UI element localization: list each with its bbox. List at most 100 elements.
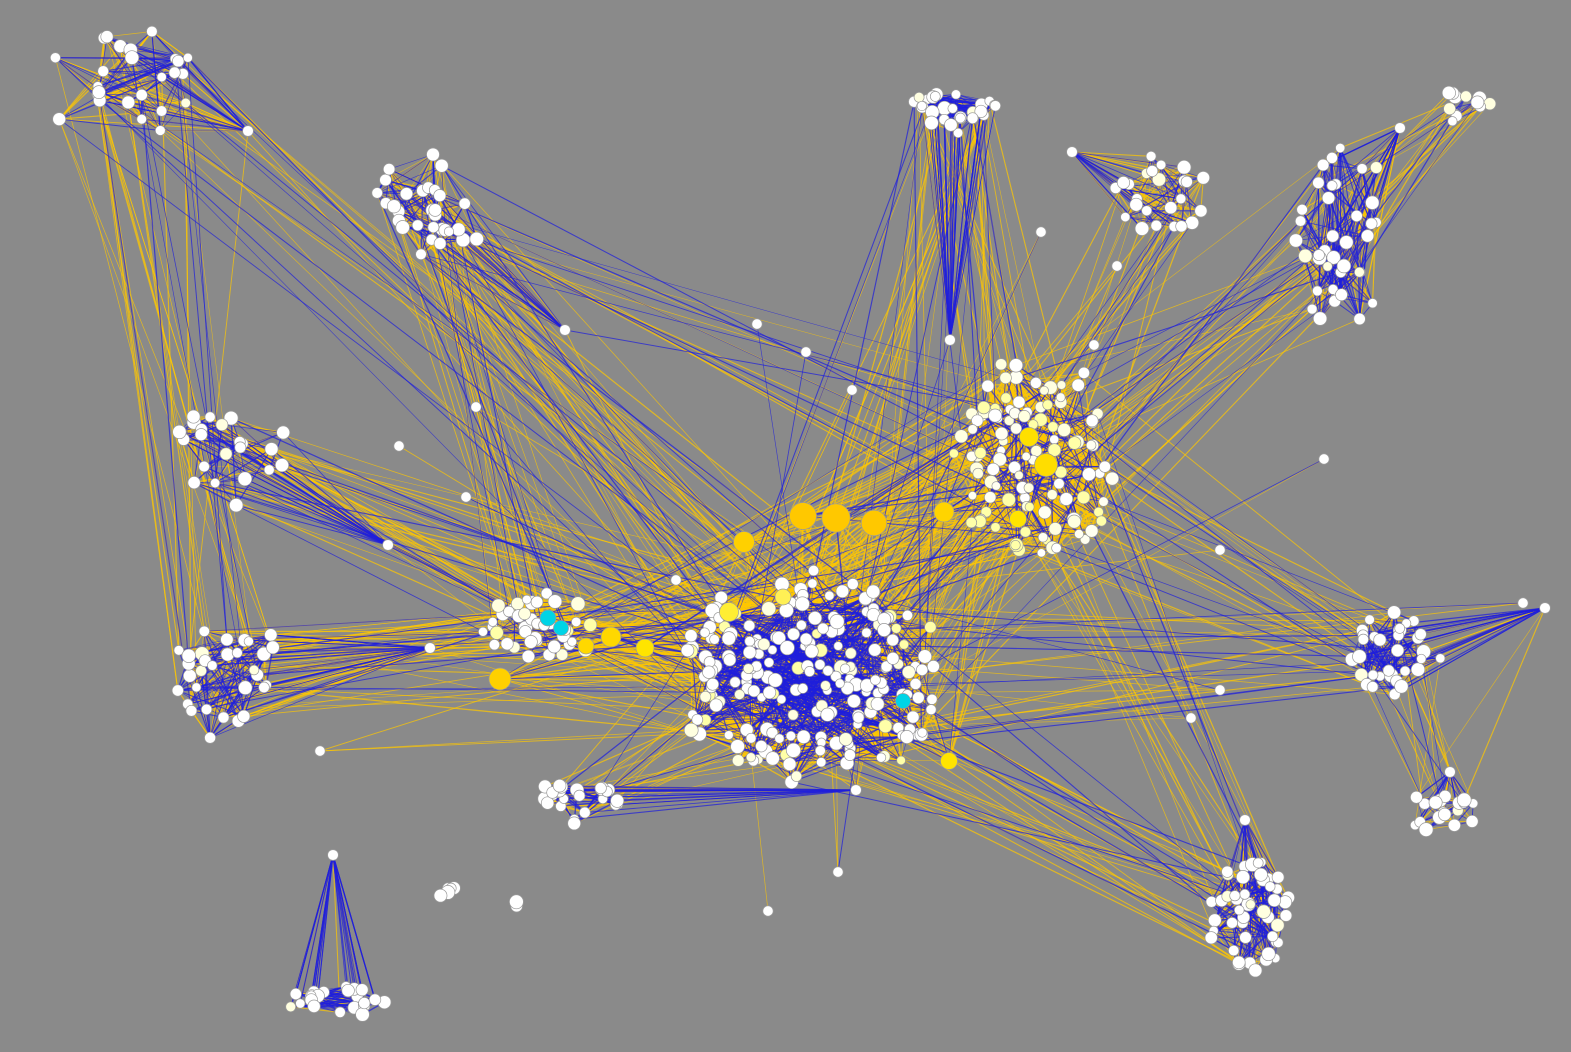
graph-node[interactable] <box>487 616 498 627</box>
graph-node[interactable] <box>1441 85 1456 100</box>
graph-node[interactable] <box>967 424 978 435</box>
graph-node[interactable] <box>774 733 785 744</box>
graph-node[interactable] <box>1288 233 1303 248</box>
graph-node[interactable] <box>491 598 506 613</box>
graph-node[interactable] <box>1350 209 1363 223</box>
graph-node[interactable] <box>1367 298 1378 309</box>
graph-node[interactable] <box>121 95 136 110</box>
graph-node[interactable] <box>1095 515 1107 527</box>
graph-node[interactable] <box>1353 312 1366 326</box>
graph-node[interactable] <box>395 220 410 235</box>
graph-node[interactable] <box>1214 544 1226 556</box>
graph-node[interactable] <box>723 730 734 740</box>
graph-node[interactable] <box>709 634 720 645</box>
graph-node[interactable] <box>709 698 723 713</box>
graph-node[interactable] <box>926 660 940 673</box>
graph-node[interactable] <box>248 664 260 676</box>
graph-node[interactable] <box>217 711 230 724</box>
graph-node[interactable] <box>1164 201 1178 215</box>
graph-node[interactable] <box>1155 159 1167 171</box>
graph-node[interactable] <box>917 727 928 738</box>
graph-node[interactable] <box>1326 151 1338 164</box>
graph-node[interactable] <box>237 709 251 723</box>
graph-node[interactable] <box>916 100 927 112</box>
graph-node[interactable] <box>1221 865 1234 878</box>
graph-node[interactable] <box>567 636 578 647</box>
graph-node[interactable] <box>1047 443 1062 457</box>
graph-node[interactable] <box>1207 913 1222 928</box>
graph-node[interactable] <box>1046 489 1058 501</box>
graph-node[interactable] <box>898 639 910 650</box>
graph-node[interactable] <box>721 631 736 646</box>
graph-node[interactable] <box>763 657 775 668</box>
graph-node[interactable] <box>1326 250 1341 265</box>
graph-node[interactable] <box>1336 258 1352 274</box>
graph-node[interactable] <box>691 713 704 726</box>
graph-node[interactable] <box>785 730 797 742</box>
graph-node[interactable] <box>1228 944 1240 957</box>
graph-node[interactable] <box>1354 266 1365 278</box>
graph-node[interactable] <box>1239 931 1252 944</box>
graph-node[interactable] <box>168 66 181 79</box>
graph-node[interactable] <box>433 888 448 903</box>
graph-hub-node[interactable] <box>944 334 956 346</box>
graph-node[interactable] <box>1029 376 1042 389</box>
graph-node[interactable] <box>1245 899 1256 910</box>
graph-node[interactable] <box>1294 215 1307 227</box>
graph-node[interactable] <box>804 666 816 677</box>
graph-node[interactable] <box>478 626 488 637</box>
graph-node[interactable] <box>1141 205 1153 217</box>
graph-node[interactable] <box>573 789 586 802</box>
graph-node[interactable] <box>731 754 745 767</box>
graph-node[interactable] <box>1056 380 1067 390</box>
graph-node[interactable] <box>814 745 826 757</box>
graph-node[interactable] <box>171 684 184 697</box>
graph-node[interactable] <box>355 983 369 997</box>
graph-node[interactable] <box>358 997 371 1010</box>
graph-node[interactable] <box>820 680 831 691</box>
graph-node[interactable] <box>1093 506 1104 518</box>
graph-node[interactable] <box>547 594 563 609</box>
graph-node[interactable] <box>1312 285 1323 297</box>
graph-node[interactable] <box>844 647 857 660</box>
graph-node[interactable] <box>1055 392 1066 403</box>
graph-node[interactable] <box>1279 909 1293 922</box>
graph-node[interactable] <box>868 643 882 657</box>
graph-node[interactable] <box>191 682 202 693</box>
graph-node[interactable] <box>1226 917 1238 929</box>
graph-node[interactable] <box>1435 653 1446 664</box>
graph-node[interactable] <box>776 694 787 705</box>
graph-node[interactable] <box>925 704 937 716</box>
n-gold-14[interactable] <box>940 752 958 770</box>
n-gold-12[interactable] <box>719 602 739 622</box>
graph-node[interactable] <box>861 627 872 638</box>
graph-hub-node[interactable] <box>1394 122 1406 134</box>
graph-node[interactable] <box>1205 895 1218 908</box>
graph-node[interactable] <box>1418 822 1434 837</box>
graph-node[interactable] <box>195 665 207 677</box>
graph-node[interactable] <box>913 91 925 103</box>
graph-node[interactable] <box>198 625 210 637</box>
graph-node[interactable] <box>699 690 712 703</box>
graph-node[interactable] <box>846 578 859 590</box>
graph-node[interactable] <box>1253 867 1268 882</box>
graph-node[interactable] <box>670 574 682 586</box>
graph-node[interactable] <box>1399 665 1411 677</box>
graph-node[interactable] <box>1438 789 1452 803</box>
graph-node[interactable] <box>947 103 958 114</box>
graph-node[interactable] <box>952 127 964 139</box>
graph-node[interactable] <box>782 757 797 772</box>
graph-node[interactable] <box>155 105 168 117</box>
graph-node[interactable] <box>200 703 213 716</box>
graph-node[interactable] <box>434 158 449 173</box>
n-gold-15[interactable] <box>577 637 595 655</box>
graph-node[interactable] <box>817 622 829 635</box>
graph-node[interactable] <box>204 411 216 423</box>
graph-node[interactable] <box>1010 539 1021 551</box>
n-gold-04[interactable] <box>733 531 755 553</box>
graph-node[interactable] <box>1428 795 1443 810</box>
graph-node[interactable] <box>1035 226 1047 238</box>
n-gold-07[interactable] <box>1019 427 1039 447</box>
graph-node[interactable] <box>1084 524 1099 538</box>
